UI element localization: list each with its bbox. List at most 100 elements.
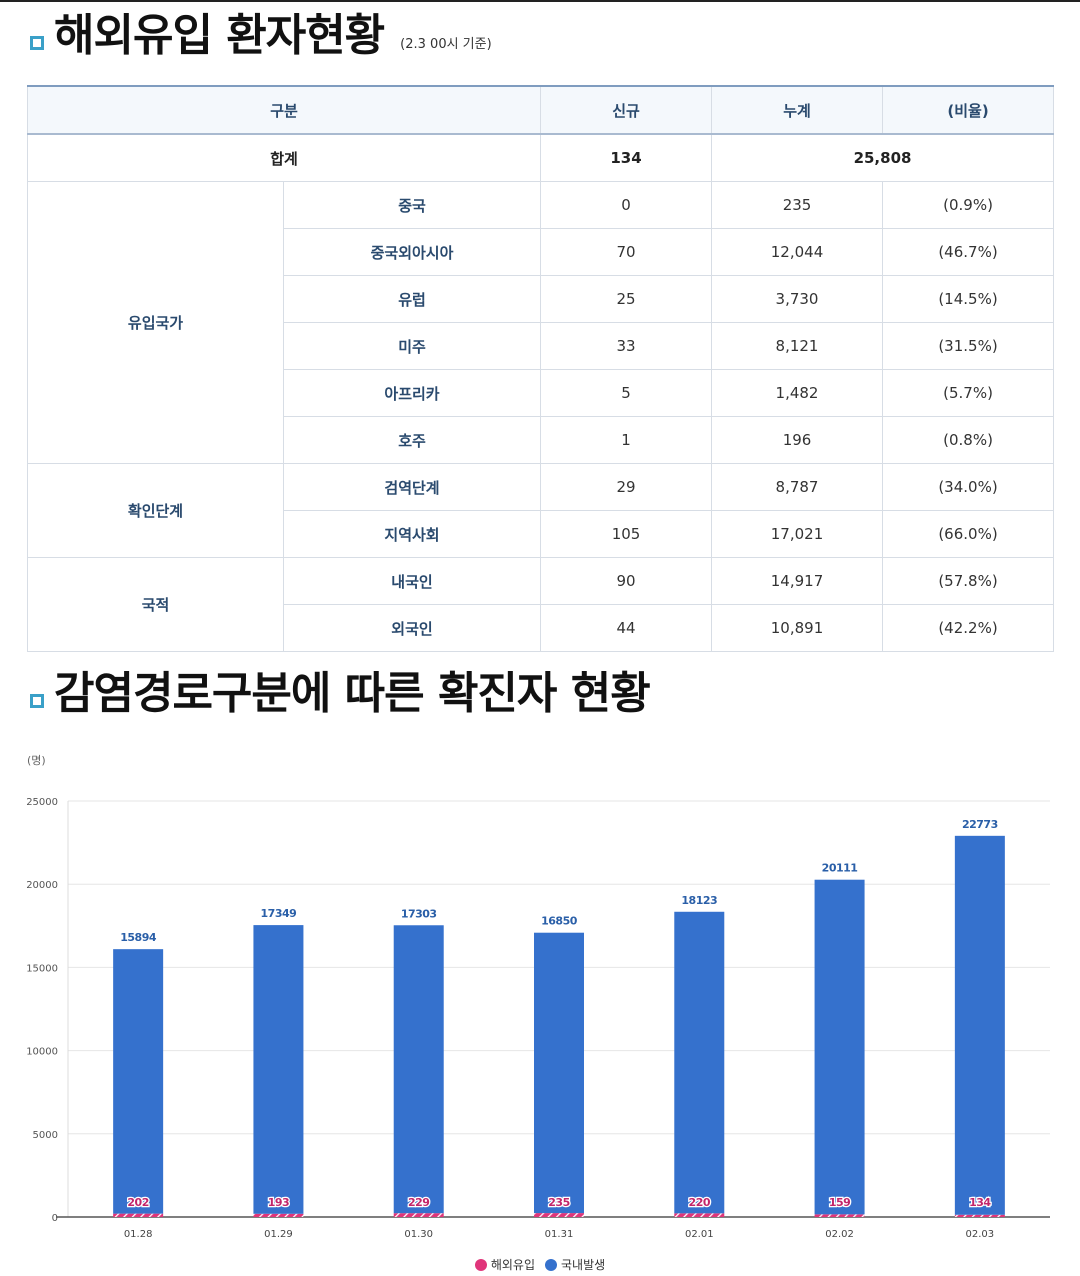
row-cumulative: 3,730	[711, 275, 884, 323]
legend-item-imported[interactable]: 해외유입	[474, 1256, 535, 1273]
data-label-imported: 193	[268, 1196, 289, 1209]
data-label-imported: 235	[548, 1196, 569, 1209]
row-cumulative: 8,121	[711, 322, 884, 370]
row-ratio: (5.7%)	[882, 369, 1055, 417]
bar-domestic	[253, 925, 304, 1214]
row-new: 70	[540, 228, 713, 276]
x-tick-label: 01.30	[404, 1229, 433, 1240]
y-tick-label: 20000	[26, 880, 58, 891]
total-row: 합계 134 25,808	[26, 133, 1055, 182]
bar-imported	[674, 1213, 725, 1217]
section-header-imported: 해외유입 환자현황 (2.3 00시 기준)	[30, 14, 492, 58]
row-new: 1	[540, 416, 713, 464]
legend-item-domestic[interactable]: 국내발생	[545, 1256, 605, 1273]
table-row: 지역사회 105 17,021 (66.0%)	[28, 510, 1055, 558]
total-new: 134	[540, 133, 713, 182]
x-tick-label: 01.29	[264, 1229, 293, 1240]
row-new: 33	[540, 322, 713, 370]
y-tick-label: 15000	[26, 963, 58, 974]
row-ratio: (34.0%)	[882, 463, 1055, 511]
table-row: 중국외아시아 70 12,044 (46.7%)	[28, 228, 1055, 276]
bar-domestic	[393, 925, 444, 1214]
group-label: 확인단계	[27, 463, 284, 558]
section-header-route: 감염경로구분에 따른 확진자 현황	[30, 668, 651, 719]
row-label: 미주	[282, 322, 542, 370]
row-cumulative: 8,787	[711, 463, 884, 511]
square-bullet-icon	[30, 694, 44, 708]
section-title: 해외유입 환자현황	[54, 10, 385, 61]
bar-imported	[954, 1214, 1005, 1217]
row-new: 25	[540, 275, 713, 323]
x-tick-label: 02.02	[825, 1229, 854, 1240]
x-tick-label: 01.31	[545, 1229, 574, 1240]
row-cumulative: 1,482	[711, 369, 884, 417]
legend-label: 국내발생	[561, 1258, 606, 1272]
data-label-domestic: 17349	[261, 907, 297, 920]
y-tick-label: 25000	[26, 797, 58, 808]
data-label-domestic: 15894	[120, 931, 157, 944]
table-header-row: 구분 신규 누계 (비율)	[26, 85, 1055, 135]
row-cumulative: 196	[711, 416, 884, 464]
bar-imported	[253, 1213, 304, 1217]
row-new: 5	[540, 369, 713, 417]
table-row: 미주 33 8,121 (31.5%)	[28, 322, 1055, 370]
row-cumulative: 17,021	[711, 510, 884, 558]
row-label: 아프리카	[282, 369, 542, 417]
row-ratio: (0.9%)	[882, 181, 1055, 229]
x-tick-label: 02.01	[685, 1229, 714, 1240]
imported-cases-table: 구분 신규 누계 (비율) 합계 134 25,808 유입국가 중국 0 235 (0…	[26, 85, 1055, 652]
row-cumulative: 10,891	[711, 604, 884, 652]
y-tick-label: 0	[52, 1213, 58, 1224]
data-label-imported: 134	[969, 1196, 991, 1209]
header-new: 신규	[540, 85, 713, 135]
row-label: 지역사회	[282, 510, 542, 558]
bar-domestic	[674, 911, 725, 1214]
data-label-imported: 220	[689, 1196, 711, 1209]
row-cumulative: 12,044	[711, 228, 884, 276]
row-new: 105	[540, 510, 713, 558]
row-label: 중국외아시아	[282, 228, 542, 276]
group-label: 유입국가	[27, 181, 284, 464]
top-border	[0, 0, 1080, 2]
row-label: 중국	[282, 181, 542, 229]
row-ratio: (42.2%)	[882, 604, 1055, 652]
total-label: 합계	[26, 133, 542, 182]
section-title: 감염경로구분에 따른 확진자 현황	[54, 668, 651, 719]
row-cumulative: 235	[711, 181, 884, 229]
row-label: 내국인	[282, 557, 542, 605]
bar-imported	[393, 1213, 444, 1217]
y-tick-label: 10000	[26, 1047, 58, 1058]
bar-domestic	[113, 949, 164, 1214]
table-row: 유입국가 중국 0 235 (0.9%)	[27, 181, 1055, 464]
data-label-domestic: 16850	[541, 915, 578, 928]
group-label: 국적	[27, 557, 284, 652]
header-cumulative: 누계	[711, 85, 884, 135]
bar-domestic	[954, 835, 1005, 1215]
table-row: 유럽 25 3,730 (14.5%)	[28, 275, 1055, 323]
base-time-note: (2.3 00시 기준)	[400, 37, 492, 52]
row-label: 호주	[282, 416, 542, 464]
legend-imported-icon	[474, 1258, 487, 1271]
row-ratio: (57.8%)	[882, 557, 1055, 605]
bar-domestic	[814, 879, 865, 1215]
legend-label: 해외유입	[490, 1258, 535, 1272]
row-new: 29	[540, 463, 713, 511]
square-bullet-icon	[30, 36, 44, 50]
data-label-domestic: 22773	[962, 818, 998, 831]
row-ratio: (0.8%)	[882, 416, 1055, 464]
bar-imported	[113, 1213, 164, 1217]
row-cumulative: 14,917	[711, 557, 884, 605]
confirmed-cases-chart: 0 5000 10000 15000 20000 25000 15894 202 01.28 17…	[26, 797, 1050, 1240]
table-row: 호주 1 196 (0.8%)	[28, 416, 1055, 464]
x-tick-label: 01.28	[124, 1229, 153, 1240]
x-tick-label: 02.03	[966, 1229, 995, 1240]
row-ratio: (14.5%)	[882, 275, 1055, 323]
row-new: 90	[540, 557, 713, 605]
header-category: 구분	[26, 85, 542, 135]
data-label-imported: 229	[408, 1196, 429, 1209]
data-label-imported: 202	[127, 1196, 148, 1209]
row-label: 검역단계	[282, 463, 542, 511]
bar-imported	[814, 1214, 865, 1217]
table-row: 외국인 44 10,891 (42.2%)	[28, 604, 1055, 652]
chart-legend: 해외유입 국내발생	[0, 1256, 1080, 1273]
